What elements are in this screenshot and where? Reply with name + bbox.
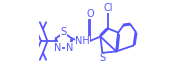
Text: O: O <box>86 9 94 19</box>
Text: Cl: Cl <box>104 3 113 13</box>
Text: N: N <box>54 43 62 53</box>
Text: N: N <box>66 43 73 53</box>
Text: S: S <box>61 27 67 37</box>
Text: NH: NH <box>75 36 90 46</box>
Text: S: S <box>100 53 106 63</box>
